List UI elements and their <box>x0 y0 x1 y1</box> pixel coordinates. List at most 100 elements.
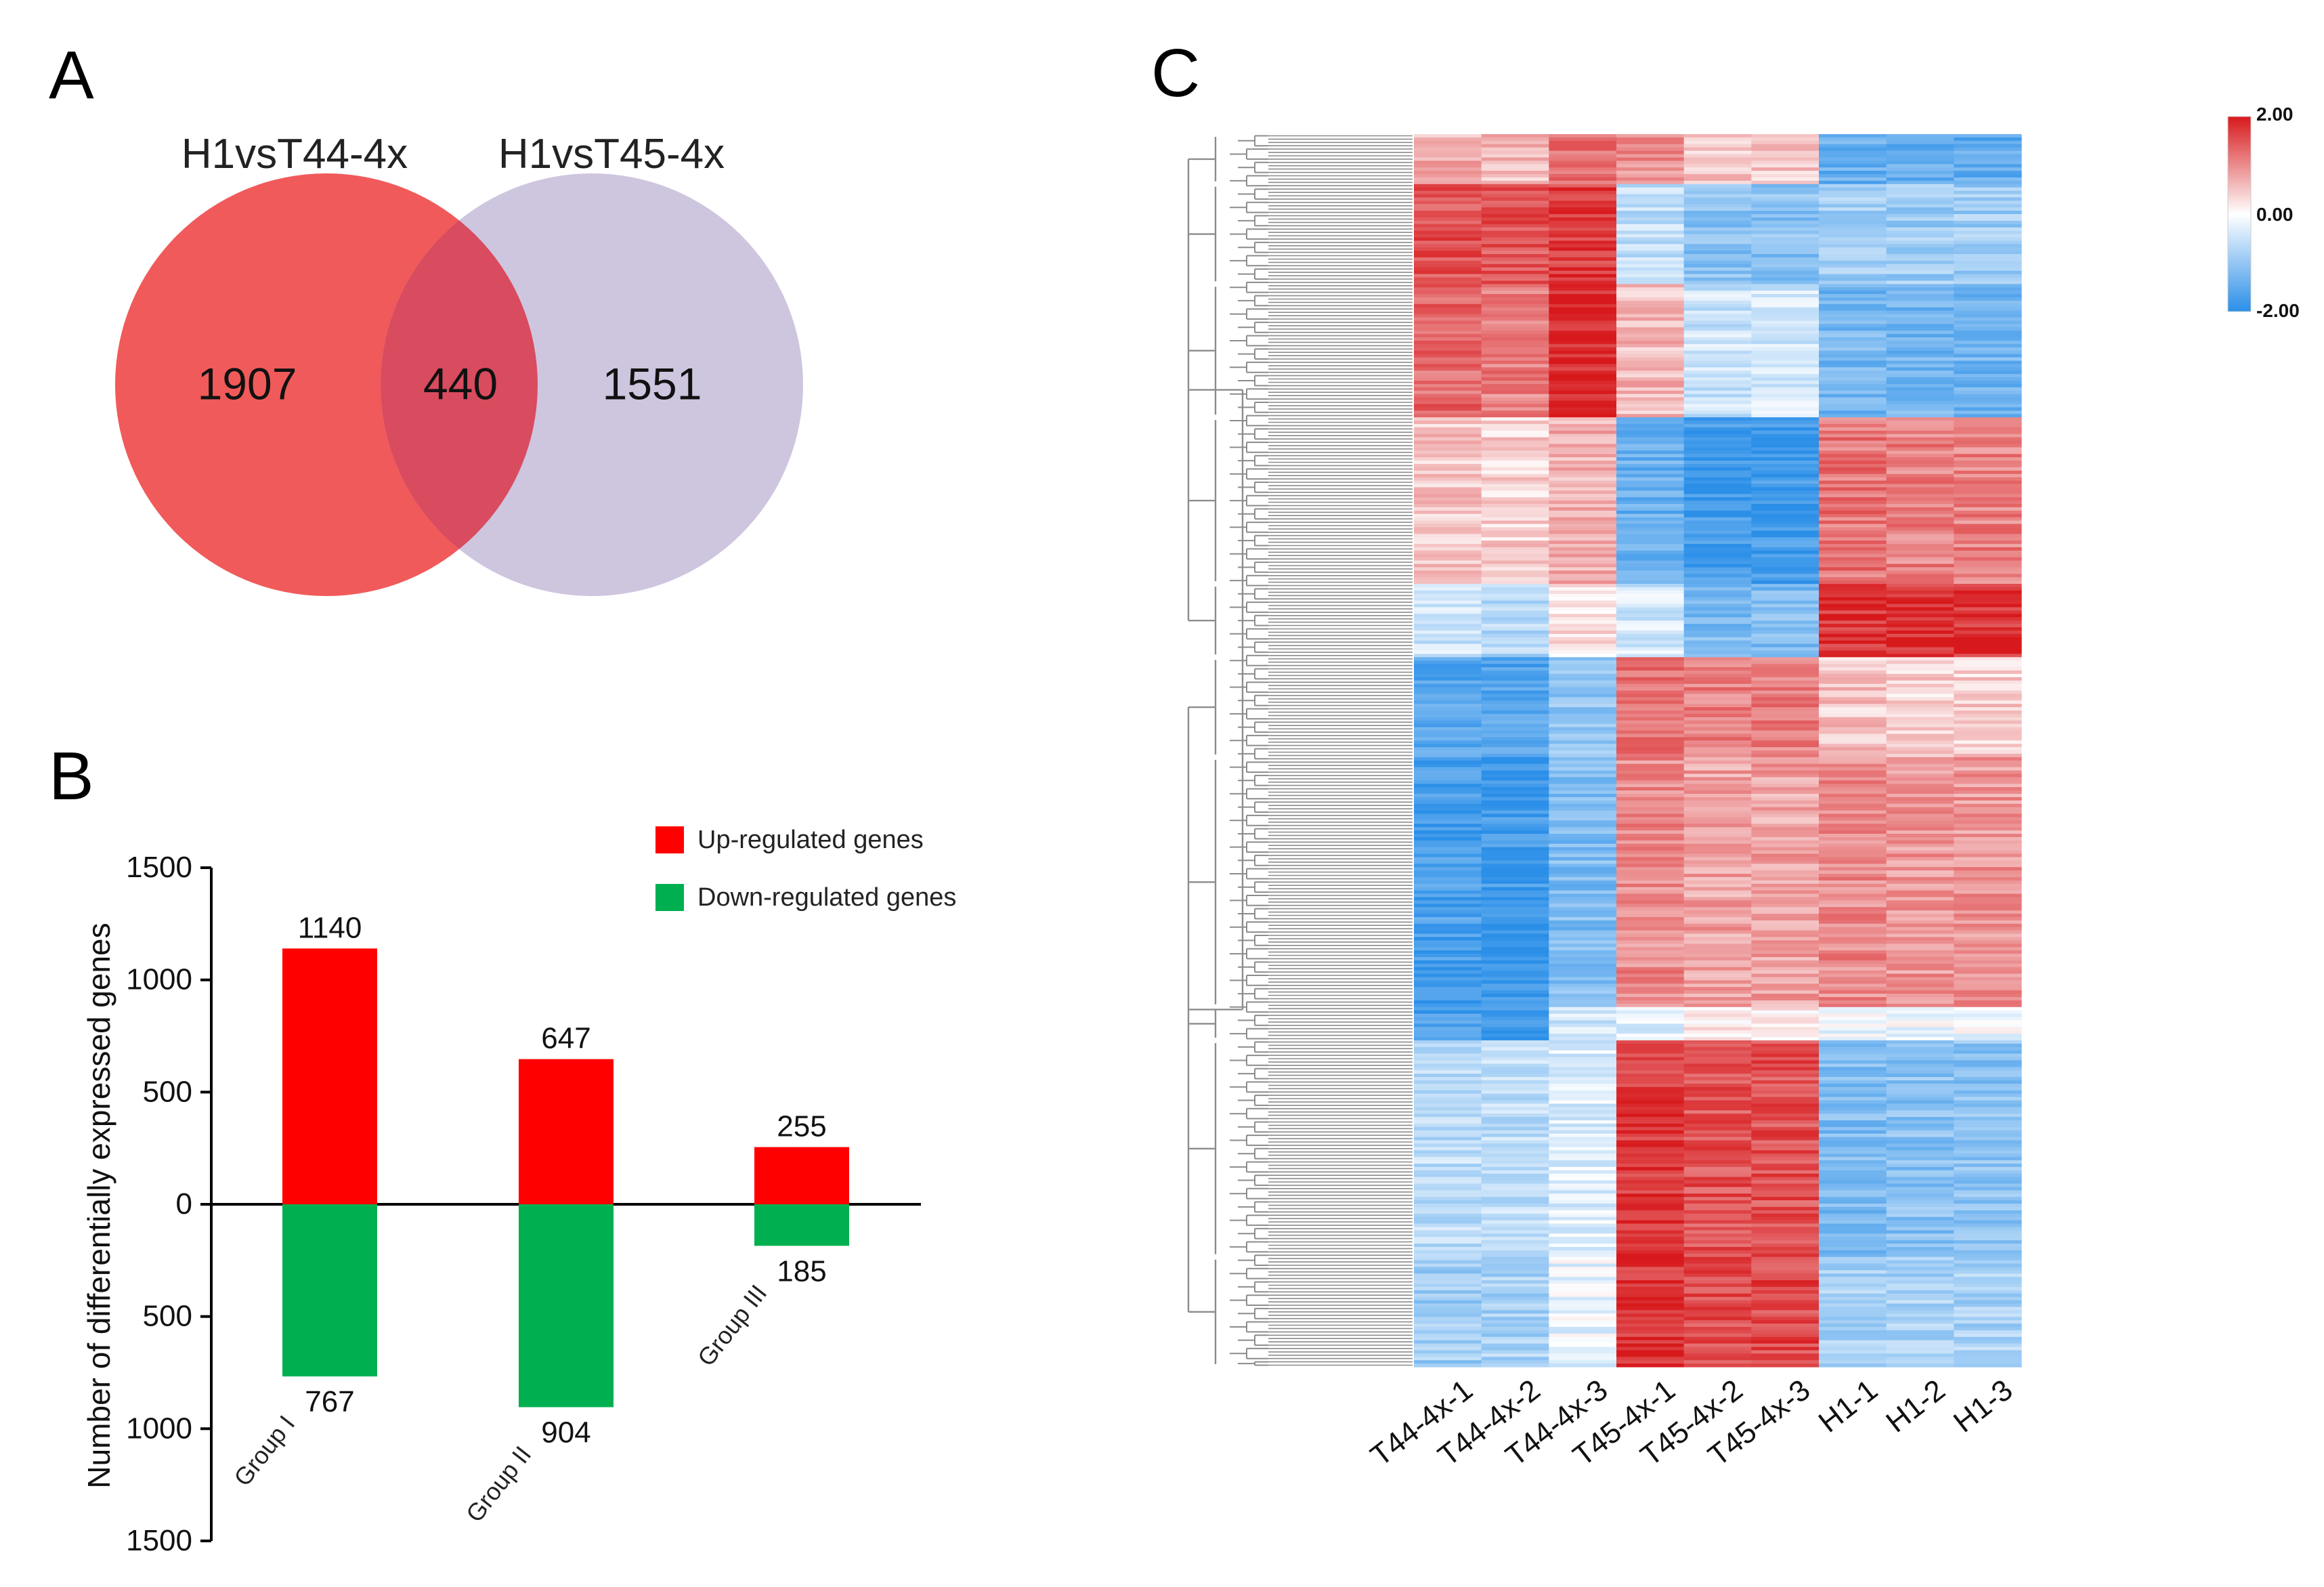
heatmap-cell <box>1481 1296 1549 1301</box>
heatmap-cell <box>1549 147 1617 152</box>
heatmap-cell <box>1683 1253 1752 1258</box>
heatmap-cell <box>1549 617 1617 621</box>
heatmap-cell <box>1549 633 1617 638</box>
heatmap-cell <box>1751 1120 1820 1124</box>
heatmap-cell <box>1751 303 1820 308</box>
heatmap-cell <box>1751 584 1820 588</box>
heatmap-cell <box>1616 194 1685 198</box>
heatmap-cell <box>1481 813 1549 818</box>
heatmap-cell <box>1683 354 1752 358</box>
heatmap-cell <box>1819 383 1887 388</box>
heatmap-cell <box>1886 280 1954 284</box>
heatmap-cell <box>1886 480 1954 485</box>
heatmap-cell <box>1819 1293 1887 1298</box>
heatmap-cell <box>1683 1277 1752 1281</box>
heatmap-cell <box>1481 227 1549 232</box>
heatmap-cell <box>1414 154 1482 158</box>
heatmap-cell <box>1954 484 2022 488</box>
heatmap-cell <box>1549 1183 1617 1187</box>
heatmap-cell <box>1886 504 1954 508</box>
heatmap-cell <box>1886 1177 1954 1181</box>
heatmap-cell <box>1819 1290 1887 1294</box>
heatmap-cell <box>1481 947 1549 951</box>
heatmap-cell <box>1549 880 1617 885</box>
heatmap-cell <box>1751 444 1820 448</box>
heatmap-cell <box>1751 730 1820 735</box>
heatmap-cell <box>1751 670 1820 675</box>
heatmap-cell <box>1549 1043 1617 1048</box>
color-scale-bar <box>2227 116 2252 312</box>
heatmap-cell <box>1616 144 1685 148</box>
heatmap-cell <box>1481 604 1549 608</box>
heatmap-cell <box>1683 876 1752 881</box>
heatmap-cell <box>1954 1320 2022 1324</box>
heatmap-cell <box>1549 847 1617 851</box>
heatmap-cell <box>1549 740 1617 744</box>
heatmap-cell <box>1751 1290 1820 1294</box>
heatmap-cell <box>1481 473 1549 478</box>
heatmap-cell <box>1616 381 1685 385</box>
heatmap-cell <box>1549 1103 1617 1107</box>
heatmap-cell <box>1954 1040 2022 1044</box>
heatmap-cell <box>1549 627 1617 631</box>
heatmap-cell <box>1616 437 1685 442</box>
heatmap-cell <box>1481 1183 1549 1187</box>
heatmap-cell <box>1954 303 2022 308</box>
heatmap-cell <box>1683 593 1752 598</box>
heatmap-cell <box>1819 637 1887 641</box>
heatmap-cell <box>1954 327 2022 331</box>
heatmap-cell <box>1414 1030 1482 1034</box>
heatmap-cell <box>1954 1350 2022 1354</box>
heatmap-cell <box>1549 1210 1617 1214</box>
heatmap-cell <box>1954 880 2022 885</box>
heatmap-cell <box>1481 184 1549 188</box>
heatmap-cell <box>1414 224 1482 228</box>
heatmap-cell <box>1481 923 1549 928</box>
heatmap-cell <box>1886 167 1954 171</box>
heatmap-cell <box>1819 933 1887 938</box>
heatmap-cell <box>1683 1244 1752 1248</box>
heatmap-cell <box>1819 787 1887 791</box>
heatmap-cell <box>1616 1220 1685 1225</box>
heatmap-cell <box>1954 144 2022 148</box>
heatmap-cell <box>1414 263 1482 268</box>
heatmap-cell <box>1819 157 1887 161</box>
heatmap-cell <box>1549 1063 1617 1067</box>
heatmap-cell <box>1414 1340 1482 1345</box>
heatmap-cell <box>1549 507 1617 511</box>
heatmap-cell <box>1751 1013 1820 1018</box>
heatmap-cell <box>1549 260 1617 265</box>
heatmap-cell <box>1751 660 1820 664</box>
heatmap-cell <box>1414 944 1482 948</box>
heatmap-cell <box>1414 777 1482 781</box>
heatmap-cell <box>1616 784 1685 788</box>
heatmap-cell <box>1414 550 1482 555</box>
heatmap-cell <box>1481 1273 1549 1277</box>
heatmap-cell <box>1886 604 1954 608</box>
heatmap-cell <box>1751 1007 1820 1011</box>
heatmap-cell <box>1751 541 1820 545</box>
heatmap-cell <box>1414 320 1482 324</box>
heatmap-cell <box>1886 454 1954 458</box>
heatmap-cell <box>1549 303 1617 308</box>
heatmap-cell <box>1683 1147 1752 1151</box>
heatmap-cell <box>1954 1347 2022 1351</box>
heatmap-cell <box>1954 1360 2022 1364</box>
heatmap-cell <box>1481 513 1549 518</box>
heatmap-cell <box>1886 254 1954 258</box>
heatmap-cell <box>1549 1233 1617 1237</box>
heatmap-cell <box>1616 147 1685 152</box>
heatmap-cell <box>1549 1303 1617 1308</box>
heatmap-cell <box>1954 790 2022 795</box>
heatmap-cell <box>1414 940 1482 944</box>
heatmap-cell <box>1954 660 2022 664</box>
heatmap-cell <box>1954 200 2022 205</box>
heatmap-cell <box>1819 537 1887 541</box>
heatmap-cell <box>1751 683 1820 688</box>
heatmap-cell <box>1549 417 1617 421</box>
heatmap-cell <box>1751 874 1820 878</box>
heatmap-cell <box>1616 767 1685 771</box>
heatmap-cell <box>1886 1013 1954 1018</box>
heatmap-cell <box>1549 1117 1617 1121</box>
heatmap-cell <box>1751 923 1820 928</box>
